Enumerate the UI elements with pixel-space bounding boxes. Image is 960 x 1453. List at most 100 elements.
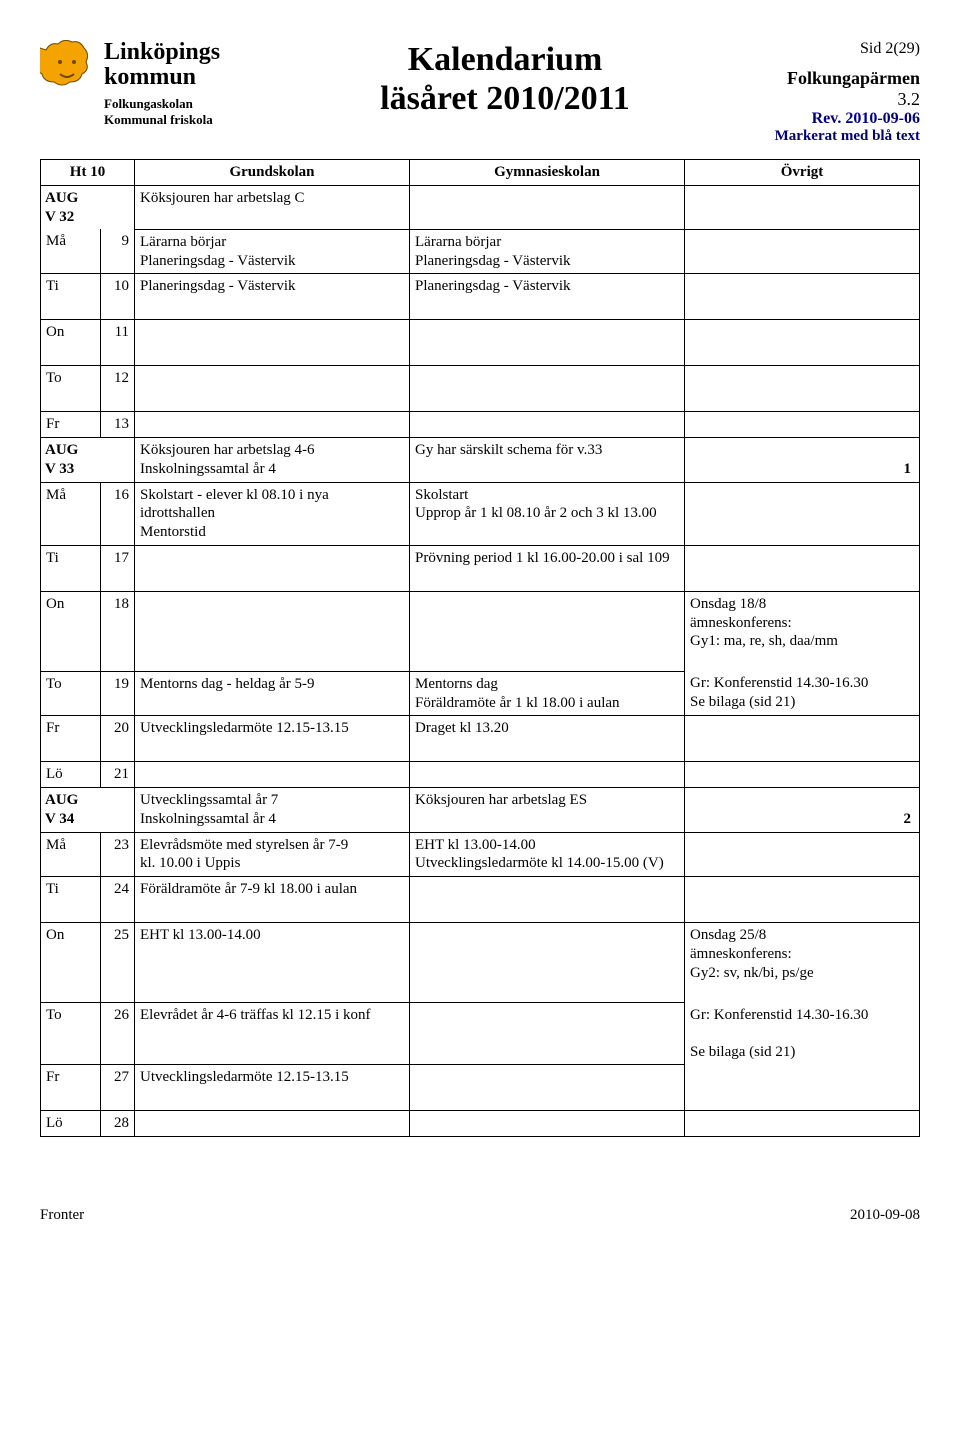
cell-c3 bbox=[685, 412, 920, 438]
day-num: 27 bbox=[101, 1065, 135, 1111]
cell-c1: EHT kl 13.00-14.00 bbox=[135, 923, 410, 1003]
page-indicator: Sid 2(29) bbox=[700, 40, 920, 58]
cell-c2 bbox=[410, 1065, 685, 1111]
week33-bignum: 1 bbox=[685, 438, 920, 483]
day-num: 24 bbox=[101, 877, 135, 923]
cell-c3: Onsdag 25/8 ämneskonferens: Gy2: sv, nk/… bbox=[685, 923, 920, 1003]
day-abbr: Må bbox=[41, 229, 101, 274]
text: Se bilaga (sid 21) bbox=[690, 1044, 795, 1060]
revision-date: Rev. 2010-09-06 bbox=[700, 110, 920, 128]
cell-c2 bbox=[410, 591, 685, 671]
binder-version: 3.2 bbox=[700, 89, 920, 110]
text: EHT kl 13.00-14.00 bbox=[415, 837, 536, 853]
text: kl. 10.00 i Uppis bbox=[140, 855, 240, 871]
document-title: Kalendarium läsåret 2010/2011 bbox=[310, 40, 700, 118]
row-wed-11: On 11 bbox=[41, 320, 920, 366]
week34-banner-c1: Utvecklingssamtal år 7 Inskolningssamtal… bbox=[135, 788, 410, 833]
day-num: 20 bbox=[101, 716, 135, 762]
week34-bignum: 2 bbox=[685, 788, 920, 833]
cell-c1 bbox=[135, 366, 410, 412]
col-ovrigt: Övrigt bbox=[685, 160, 920, 186]
day-abbr: Må bbox=[41, 482, 101, 545]
cell-c3: Gr: Konferenstid 14.30-16.30 Se bilaga (… bbox=[685, 1003, 920, 1065]
brand-line1: Linköpings bbox=[104, 40, 220, 65]
day-num: 12 bbox=[101, 366, 135, 412]
col-gymnasieskolan: Gymnasieskolan bbox=[410, 160, 685, 186]
binder-name: Folkungapärmen bbox=[700, 68, 920, 89]
day-abbr: Ti bbox=[41, 545, 101, 591]
day-abbr: On bbox=[41, 320, 101, 366]
text: Planeringsdag - Västervik bbox=[140, 253, 296, 269]
week32-banner-c2 bbox=[410, 185, 685, 229]
row-tue-24: Ti 24 Föräldramöte år 7-9 kl 18.00 i aul… bbox=[41, 877, 920, 923]
day-num: 10 bbox=[101, 274, 135, 320]
text: Inskolningssamtal år 4 bbox=[140, 461, 276, 477]
title-line1: Kalendarium bbox=[310, 40, 700, 79]
logo-block: Linköpings kommun Folkungaskolan Kommuna… bbox=[40, 40, 310, 128]
week32-banner-c1: Köksjouren har arbetslag C bbox=[135, 185, 410, 229]
day-num: 25 bbox=[101, 923, 135, 1003]
day-num: 23 bbox=[101, 832, 135, 877]
col-grundskolan: Grundskolan bbox=[135, 160, 410, 186]
text: Onsdag 25/8 bbox=[690, 927, 766, 943]
cell-c2: Lärarna börjar Planeringsdag - Västervik bbox=[410, 229, 685, 274]
week33-month: AUG bbox=[45, 442, 78, 458]
row-tue-17: Ti 17 Prövning period 1 kl 16.00-20.00 i… bbox=[41, 545, 920, 591]
cell-c1 bbox=[135, 762, 410, 788]
lion-crest-icon bbox=[40, 40, 96, 96]
cell-c3 bbox=[685, 274, 920, 320]
cell-c3 bbox=[685, 482, 920, 545]
cell-c3 bbox=[685, 1111, 920, 1137]
cell-c1 bbox=[135, 320, 410, 366]
table-header-row: Ht 10 Grundskolan Gymnasieskolan Övrigt bbox=[41, 160, 920, 186]
cell-c3 bbox=[685, 877, 920, 923]
row-tue-10: Ti 10 Planeringsdag - Västervik Planerin… bbox=[41, 274, 920, 320]
week32-month: AUG bbox=[45, 190, 78, 206]
footer-left: Fronter bbox=[40, 1207, 84, 1224]
week32-num: V 32 bbox=[45, 209, 74, 225]
row-fri-20: Fr 20 Utvecklingsledarmöte 12.15-13.15 D… bbox=[41, 716, 920, 762]
cell-c2: Mentorns dag Föräldramöte år 1 kl 18.00 … bbox=[410, 671, 685, 716]
cell-c2 bbox=[410, 1111, 685, 1137]
week34-banner-c2: Köksjouren har arbetslag ES bbox=[410, 788, 685, 833]
cell-c3 bbox=[685, 832, 920, 877]
cell-c2: Prövning period 1 kl 16.00-20.00 i sal 1… bbox=[410, 545, 685, 591]
row-thu-19: To 19 Mentorns dag - heldag år 5-9 Mento… bbox=[41, 671, 920, 716]
row-mon-23: Må 23 Elevrådsmöte med styrelsen år 7-9 … bbox=[41, 832, 920, 877]
row-thu-12: To 12 bbox=[41, 366, 920, 412]
cell-c3 bbox=[685, 762, 920, 788]
day-num: 28 bbox=[101, 1111, 135, 1137]
day-num: 19 bbox=[101, 671, 135, 716]
text: Gy1: ma, re, sh, daa/mm bbox=[690, 633, 838, 649]
page-footer: Fronter 2010-09-08 bbox=[40, 1207, 920, 1224]
school-name: Folkungaskolan bbox=[104, 96, 220, 112]
text: Skolstart bbox=[415, 487, 468, 503]
text: Utvecklingsledarmöte kl 14.00-15.00 (V) bbox=[415, 855, 664, 871]
day-num: 18 bbox=[101, 591, 135, 671]
day-abbr: Fr bbox=[41, 412, 101, 438]
cell-c1: Mentorns dag - heldag år 5-9 bbox=[135, 671, 410, 716]
calendar-table: Ht 10 Grundskolan Gymnasieskolan Övrigt … bbox=[40, 159, 920, 1137]
week33-num: V 33 bbox=[45, 461, 74, 477]
cell-c3 bbox=[685, 229, 920, 274]
week34-month: AUG bbox=[45, 792, 78, 808]
week32-banner-c3 bbox=[685, 185, 920, 229]
cell-c3 bbox=[685, 545, 920, 591]
text: Lärarna börjar bbox=[140, 234, 226, 250]
day-num: 17 bbox=[101, 545, 135, 591]
day-abbr: Ti bbox=[41, 877, 101, 923]
cell-c3 bbox=[685, 320, 920, 366]
cell-c1: Planeringsdag - Västervik bbox=[135, 274, 410, 320]
footer-right: 2010-09-08 bbox=[850, 1207, 920, 1224]
text: Skolstart - elever kl 08.10 i nya idrott… bbox=[140, 487, 329, 522]
row-fri-13: Fr 13 bbox=[41, 412, 920, 438]
school-type: Kommunal friskola bbox=[104, 112, 220, 128]
day-abbr: Lö bbox=[41, 1111, 101, 1137]
row-mon-9: Må 9 Lärarna börjar Planeringsdag - Väst… bbox=[41, 229, 920, 274]
cell-c1 bbox=[135, 412, 410, 438]
text: Onsdag 18/8 bbox=[690, 596, 766, 612]
cell-c1: Elevrådsmöte med styrelsen år 7-9 kl. 10… bbox=[135, 832, 410, 877]
cell-c2: Skolstart Upprop år 1 kl 08.10 år 2 och … bbox=[410, 482, 685, 545]
text: Gr: Konferenstid 14.30-16.30 bbox=[690, 675, 868, 691]
cell-c1 bbox=[135, 545, 410, 591]
